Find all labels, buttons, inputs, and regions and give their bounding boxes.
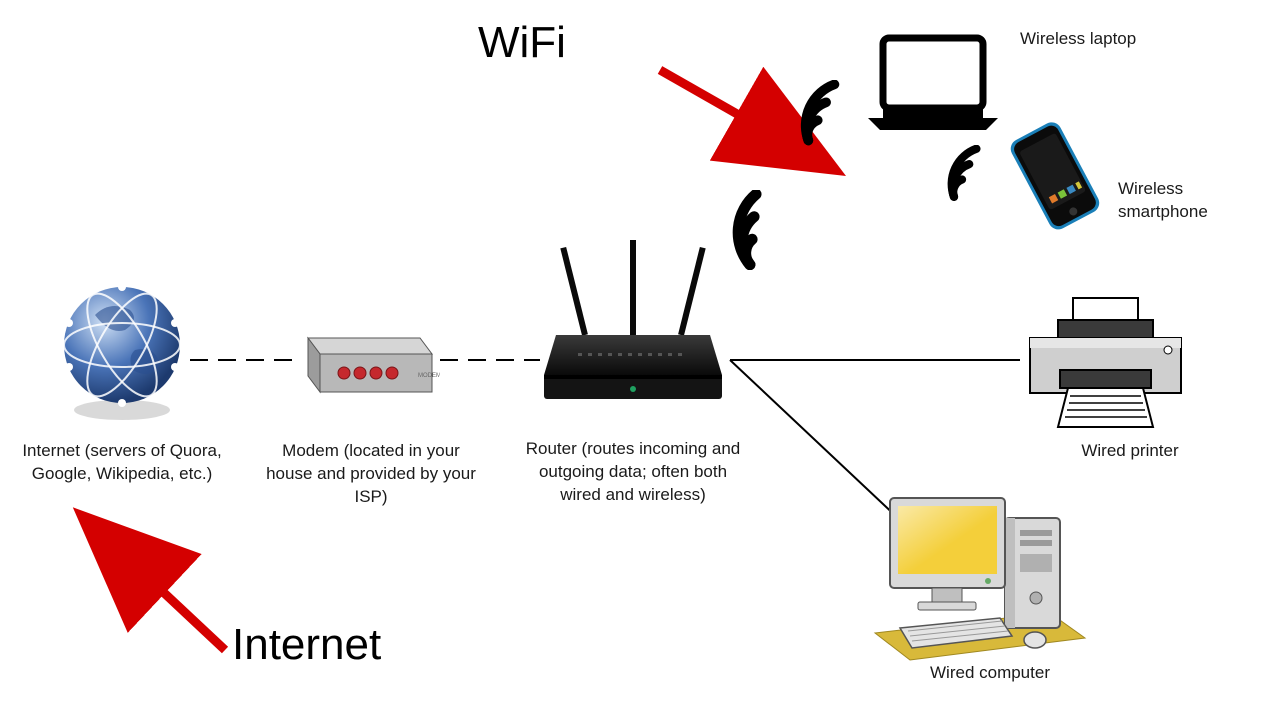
wifi-big-label: WiFi (478, 18, 566, 68)
router-icon (538, 235, 728, 420)
internet-label: Internet (servers of Quora, Google, Wiki… (22, 440, 222, 486)
wifi-wave-router-icon (720, 190, 800, 275)
modem-icon: MODEM (300, 320, 440, 415)
modem-label: Modem (located in your house and provide… (266, 440, 476, 509)
wifi-arrow (660, 70, 760, 127)
smartphone-label: Wireless smartphone (1118, 178, 1258, 224)
laptop-label: Wireless laptop (1020, 28, 1180, 51)
printer-label: Wired printer (1050, 440, 1210, 463)
internet-big-label: Internet (232, 620, 381, 670)
smartphone-icon (998, 120, 1113, 240)
svg-text:MODEM: MODEM (418, 373, 440, 379)
diagram-canvas: WiFi Internet Internet (ser (0, 0, 1280, 720)
wifi-wave-phone-icon (940, 145, 1000, 210)
router-label: Router (routes incoming and outgoing dat… (518, 438, 748, 507)
computer-label: Wired computer (900, 662, 1080, 685)
printer-icon (1018, 292, 1193, 442)
laptop-icon (858, 30, 1008, 145)
internet-arrow (145, 575, 225, 650)
wifi-wave-laptop-icon (792, 80, 862, 155)
desktop-computer-icon (870, 478, 1090, 668)
internet-globe-icon (55, 275, 190, 430)
